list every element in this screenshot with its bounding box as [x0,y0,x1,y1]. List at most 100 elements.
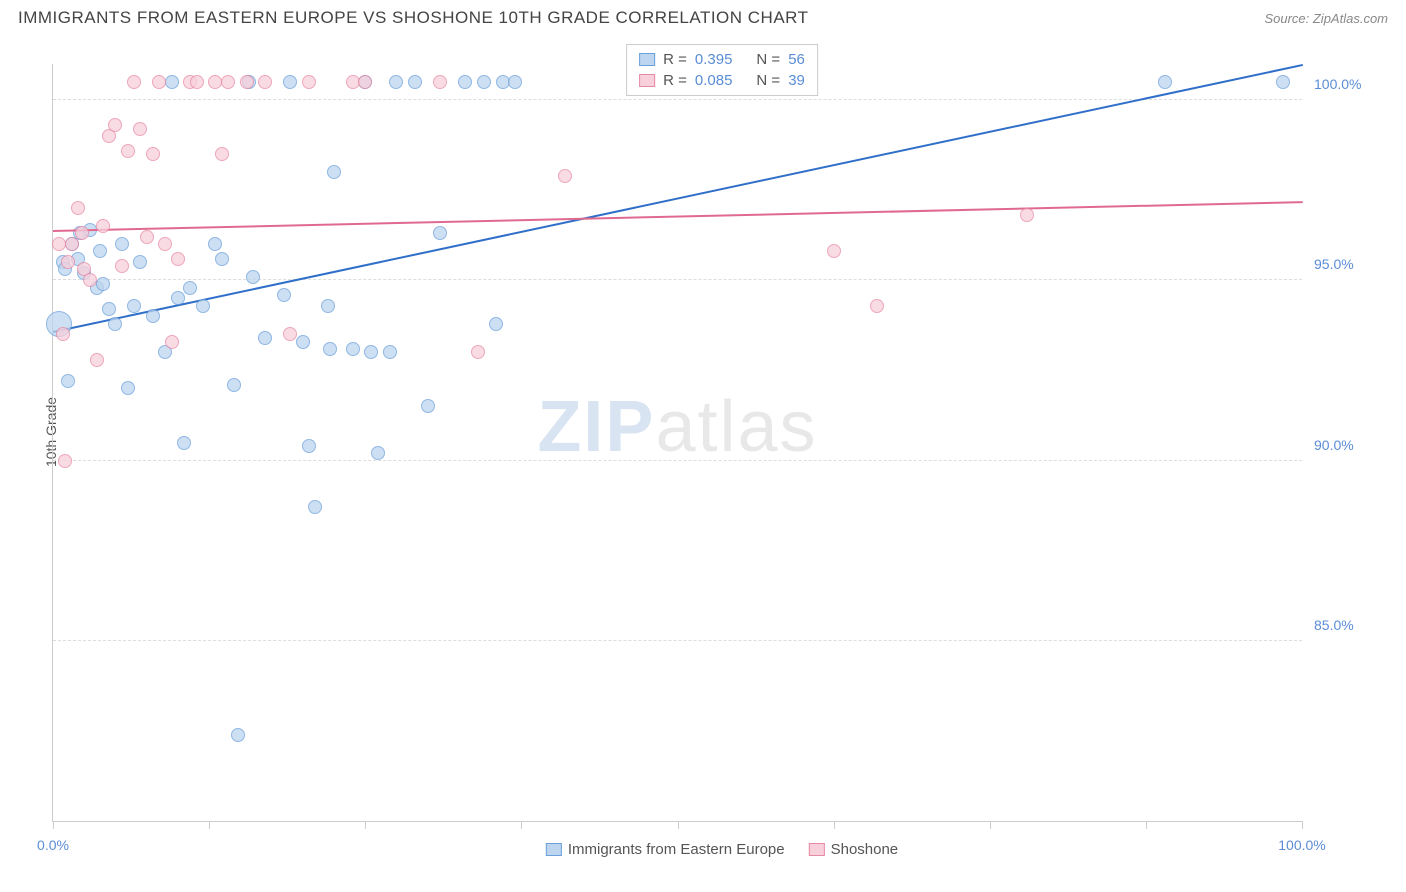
chart-container: 10th Grade ZIPatlas 85.0%90.0%95.0%100.0… [52,42,1392,822]
data-point [227,378,241,392]
trend-line [53,201,1303,232]
data-point [371,446,385,460]
y-tick-label: 95.0% [1314,256,1374,272]
data-point [177,436,191,450]
data-point [558,169,572,183]
x-tick [521,821,522,829]
data-point [364,345,378,359]
x-tick-label: 100.0% [1278,837,1325,853]
data-point [158,237,172,251]
data-point [1020,208,1034,222]
data-point [458,75,472,89]
data-point [346,342,360,356]
data-point [183,281,197,295]
x-tick [678,821,679,829]
data-point [146,147,160,161]
data-point [71,201,85,215]
chart-source: Source: ZipAtlas.com [1264,11,1388,26]
legend-r-label: R = [663,51,687,68]
data-point [240,75,254,89]
y-tick-label: 85.0% [1314,617,1374,633]
data-point [1276,75,1290,89]
data-point [221,75,235,89]
legend-label: Immigrants from Eastern Europe [568,841,785,858]
data-point [108,317,122,331]
data-point [508,75,522,89]
data-point [127,75,141,89]
data-point [302,75,316,89]
legend-label: Shoshone [831,841,899,858]
data-point [308,500,322,514]
legend-n-label: N = [756,51,780,68]
watermark-atlas: atlas [655,387,817,467]
data-point [102,302,116,316]
data-point [165,75,179,89]
legend-item: Immigrants from Eastern Europe [546,841,785,858]
legend-stat-row: R = 0.395 N = 56 [639,49,805,70]
legend-stat-row: R = 0.085 N = 39 [639,70,805,91]
legend-n-value: 56 [788,51,805,68]
data-point [165,335,179,349]
data-point [93,244,107,258]
x-tick-label: 0.0% [37,837,69,853]
grid-line [53,640,1302,641]
data-point [433,226,447,240]
data-point [246,270,260,284]
data-point [302,439,316,453]
data-point [133,255,147,269]
watermark: ZIPatlas [537,386,817,468]
legend-n-value: 39 [788,72,805,89]
data-point [152,75,166,89]
data-point [58,454,72,468]
data-point [90,353,104,367]
legend-n-label: N = [756,72,780,89]
data-point [75,226,89,240]
legend-series: Immigrants from Eastern Europe Shoshone [546,841,898,858]
data-point [127,299,141,313]
data-point [389,75,403,89]
legend-r-value: 0.395 [695,51,733,68]
x-tick [365,821,366,829]
data-point [283,75,297,89]
data-point [196,299,210,313]
legend-r-value: 0.085 [695,72,733,89]
data-point [208,237,222,251]
data-point [1158,75,1172,89]
chart-title: IMMIGRANTS FROM EASTERN EUROPE VS SHOSHO… [18,8,809,28]
legend-swatch [546,843,562,856]
legend-swatch [639,53,655,66]
data-point [258,331,272,345]
data-point [96,277,110,291]
watermark-zip: ZIP [537,387,655,467]
legend-stats-box: R = 0.395 N = 56 R = 0.085 N = 39 [626,44,818,96]
data-point [215,147,229,161]
data-point [140,230,154,244]
data-point [383,345,397,359]
grid-line [53,279,1302,280]
data-point [358,75,372,89]
data-point [283,327,297,341]
data-point [61,374,75,388]
data-point [477,75,491,89]
data-point [61,255,75,269]
data-point [323,342,337,356]
x-tick [53,821,54,829]
data-point [433,75,447,89]
legend-swatch [639,74,655,87]
data-point [190,75,204,89]
data-point [321,299,335,313]
data-point [65,237,79,251]
data-point [489,317,503,331]
data-point [408,75,422,89]
data-point [121,144,135,158]
data-point [471,345,485,359]
grid-line [53,99,1302,100]
data-point [108,118,122,132]
data-point [83,273,97,287]
data-point [827,244,841,258]
data-point [215,252,229,266]
data-point [171,291,185,305]
x-tick [209,821,210,829]
data-point [121,381,135,395]
legend-r-label: R = [663,72,687,89]
